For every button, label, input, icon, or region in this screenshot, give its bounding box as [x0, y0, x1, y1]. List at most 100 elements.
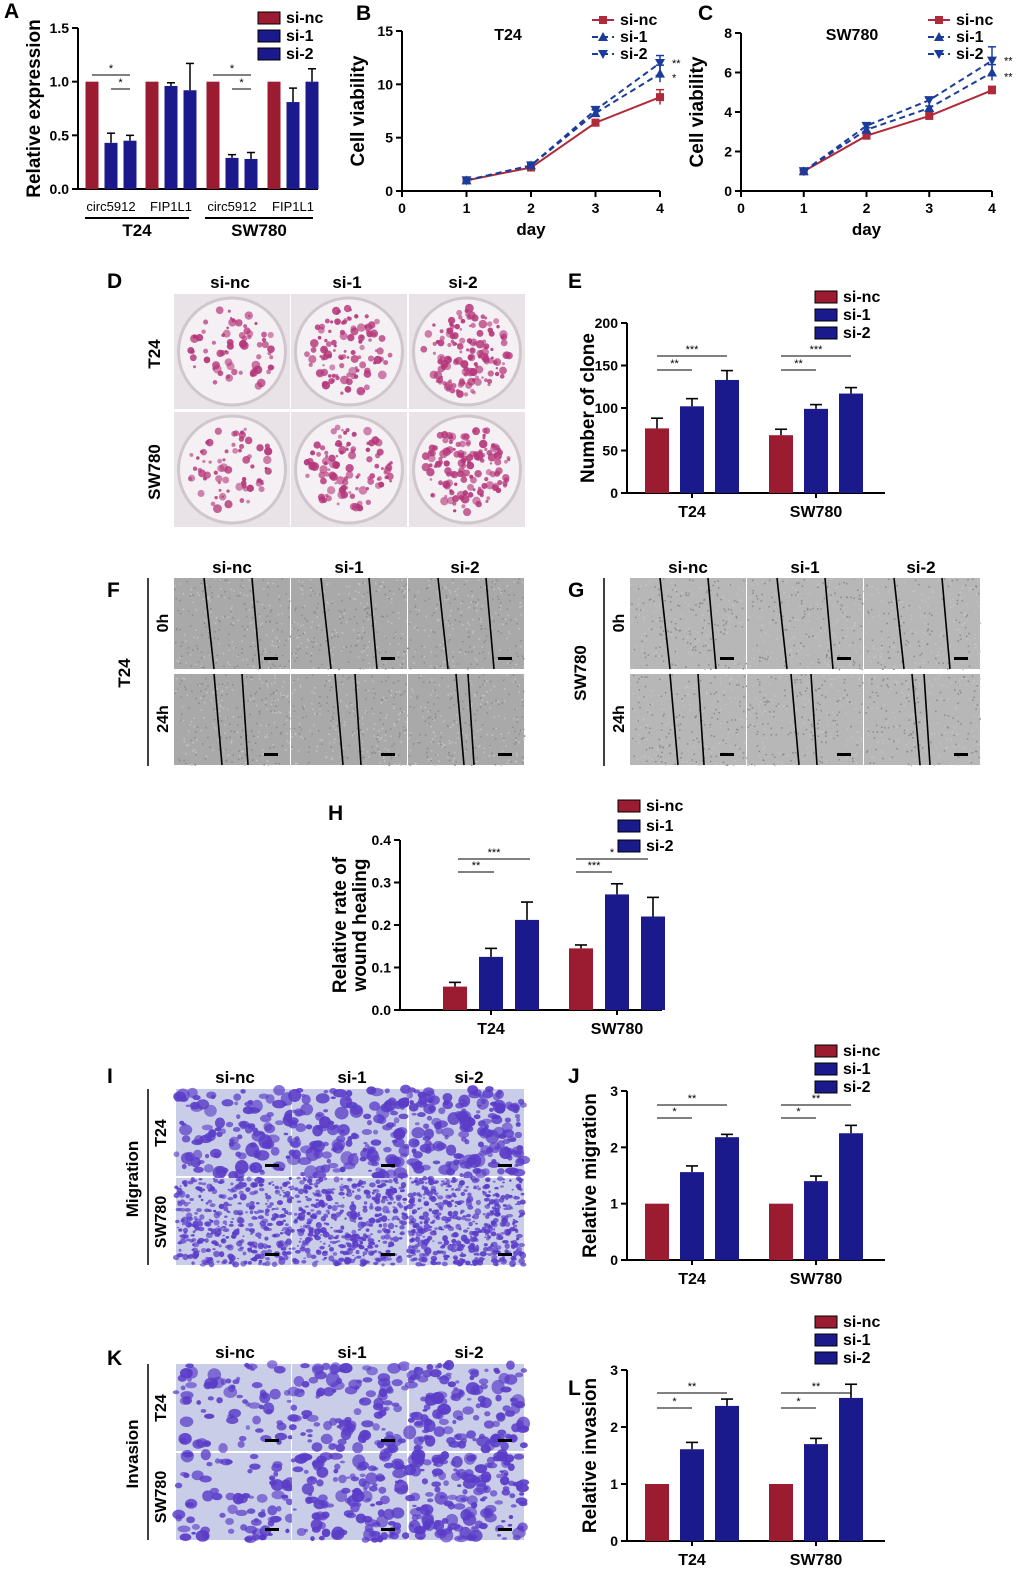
- cell-texture: [283, 723, 286, 726]
- cell-texture: [727, 608, 730, 611]
- cell-texture: [739, 705, 741, 707]
- cell-texture: [430, 651, 433, 654]
- stained-cell: [435, 1142, 447, 1150]
- cell-texture: [323, 590, 326, 593]
- cell-texture: [957, 720, 959, 723]
- cell-texture: [963, 676, 966, 678]
- cell-texture: [789, 731, 792, 734]
- cell-texture: [678, 714, 681, 716]
- cell-texture: [273, 710, 275, 712]
- cell-texture: [181, 706, 184, 708]
- cell-texture: [236, 594, 239, 597]
- bar-A-si-nc-circ5912: [85, 81, 99, 189]
- cell-texture: [949, 583, 952, 586]
- colony: [336, 476, 345, 485]
- x-category-label-A: circ5912: [86, 199, 135, 214]
- point-B-si-2-day4: [655, 59, 665, 68]
- cell-texture: [940, 666, 942, 669]
- cell-texture: [955, 619, 958, 621]
- cell-texture: [931, 685, 934, 687]
- cell-texture: [853, 624, 856, 626]
- cell-texture: [213, 708, 215, 711]
- cell-texture: [715, 708, 717, 711]
- cell-texture: [236, 655, 239, 657]
- cell-texture: [476, 659, 478, 662]
- cell-texture: [348, 744, 351, 747]
- legend-label-si-nc: si-nc: [843, 289, 880, 306]
- colony: [264, 467, 272, 475]
- cell-texture: [707, 609, 709, 612]
- cell-texture: [267, 586, 269, 588]
- cell-texture: [433, 719, 436, 721]
- cell-texture: [916, 692, 919, 695]
- cell-texture: [422, 716, 425, 719]
- cell-texture: [433, 716, 435, 719]
- panel-letter-L: L: [568, 1377, 581, 1400]
- cell-texture: [522, 597, 524, 599]
- cell-texture: [923, 642, 925, 644]
- cell-texture: [725, 764, 727, 767]
- cell-texture: [836, 723, 838, 726]
- cell-texture: [465, 748, 468, 751]
- cell-texture: [819, 731, 821, 733]
- wound-healing-image: [630, 577, 748, 671]
- cell-texture: [408, 755, 411, 757]
- cell-texture: [430, 741, 433, 744]
- cell-texture: [843, 616, 845, 618]
- cell-texture: [971, 730, 973, 733]
- stained-cell: [204, 1221, 212, 1227]
- cell-texture: [480, 625, 482, 627]
- colony: [264, 447, 273, 456]
- cell-texture: [425, 615, 428, 618]
- cell-texture: [398, 656, 400, 658]
- cell-texture: [649, 727, 651, 730]
- cell-texture: [264, 736, 266, 739]
- colony: [432, 341, 437, 346]
- cell-texture: [293, 653, 295, 655]
- colony: [494, 371, 500, 377]
- cell-texture: [918, 682, 920, 685]
- cell-texture: [266, 734, 269, 736]
- cell-texture: [409, 639, 412, 641]
- colony: [321, 380, 328, 387]
- wound-edge-line: [320, 577, 332, 670]
- cell-texture: [758, 704, 761, 706]
- stained-cell: [183, 1201, 189, 1207]
- cell-texture: [264, 651, 266, 653]
- cell-texture: [659, 646, 661, 648]
- cell-texture: [760, 629, 763, 632]
- stained-cell: [199, 1188, 206, 1192]
- stained-cell: [366, 1120, 373, 1126]
- cell-texture: [900, 624, 902, 627]
- point-C-si-2-day3: [924, 96, 935, 106]
- legend-label-si-1: si-1: [646, 818, 674, 835]
- colony: [319, 465, 328, 474]
- cell-texture: [761, 579, 764, 582]
- cell-texture: [878, 592, 880, 594]
- cell-texture: [905, 667, 908, 670]
- cell-texture: [762, 759, 765, 762]
- cell-texture: [230, 741, 233, 744]
- cell-texture: [903, 621, 905, 624]
- stained-cell: [247, 1261, 252, 1265]
- cell-texture: [200, 651, 203, 654]
- colony: [472, 451, 479, 457]
- cell-texture: [674, 650, 677, 653]
- colony: [378, 335, 386, 342]
- cell-texture: [474, 719, 477, 722]
- cell-texture: [373, 656, 375, 658]
- cell-texture: [521, 699, 523, 701]
- cell-texture: [194, 764, 196, 766]
- stained-cell: [178, 1228, 183, 1232]
- cell-texture: [348, 585, 351, 588]
- stained-cell: [350, 1105, 363, 1116]
- cell-texture: [296, 648, 299, 651]
- cell-texture: [370, 614, 372, 617]
- cell-texture: [807, 686, 810, 689]
- cell-texture: [670, 633, 673, 636]
- cell-texture: [224, 591, 226, 593]
- cell-texture: [190, 588, 192, 591]
- cell-texture: [203, 695, 205, 698]
- cell-texture: [969, 587, 972, 589]
- cell-texture: [682, 716, 685, 718]
